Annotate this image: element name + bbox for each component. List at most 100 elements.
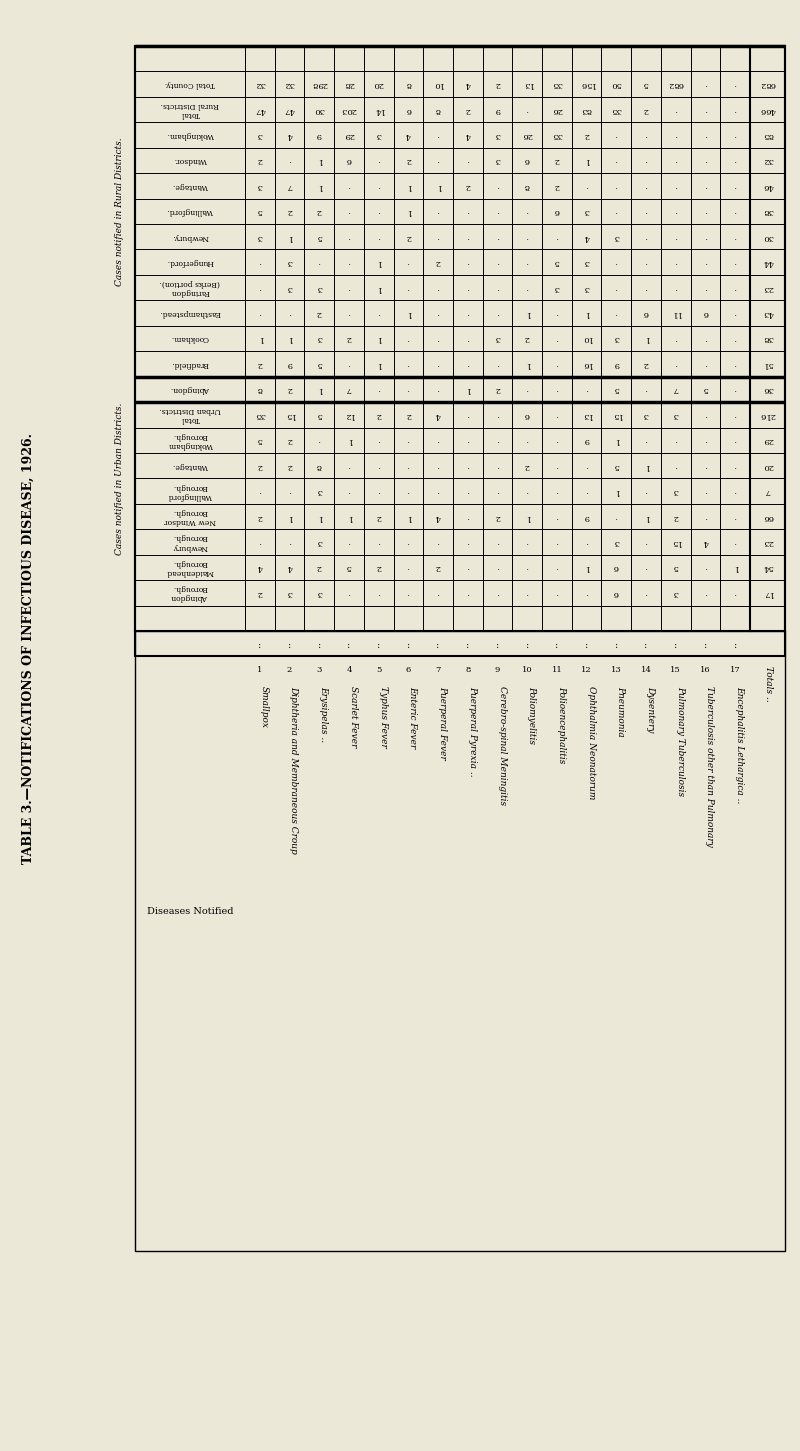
Text: 13: 13 — [611, 666, 622, 675]
Text: ·: · — [526, 258, 529, 266]
Text: 156: 156 — [578, 80, 594, 89]
Text: 1: 1 — [287, 512, 292, 521]
Text: Easthampstead.: Easthampstead. — [159, 309, 221, 318]
Text: 3: 3 — [614, 232, 619, 241]
Text: :: : — [585, 641, 588, 650]
Text: 5: 5 — [673, 563, 678, 572]
Text: Bradfield.: Bradfield. — [171, 360, 209, 369]
Text: 6: 6 — [346, 157, 351, 164]
Text: ·: · — [645, 181, 647, 190]
Text: 3: 3 — [257, 181, 262, 190]
Text: ·: · — [645, 232, 647, 241]
Text: Cookham.: Cookham. — [171, 335, 209, 342]
Text: ·: · — [348, 258, 350, 266]
Text: ·: · — [466, 335, 469, 342]
Text: 2: 2 — [465, 106, 470, 113]
Text: 66: 66 — [762, 512, 774, 521]
Text: 26: 26 — [552, 106, 562, 113]
Text: 32: 32 — [284, 80, 295, 89]
Text: 3: 3 — [673, 488, 678, 495]
Text: 1: 1 — [376, 335, 382, 342]
Text: 26: 26 — [522, 131, 533, 139]
Text: Total County.: Total County. — [165, 80, 215, 89]
Text: ·: · — [586, 589, 588, 596]
Text: ·: · — [734, 232, 737, 241]
Text: 1: 1 — [376, 283, 382, 292]
Text: Dysentery: Dysentery — [646, 686, 655, 733]
Text: 29: 29 — [762, 437, 774, 444]
Text: 5: 5 — [554, 258, 559, 266]
Text: ·: · — [378, 181, 380, 190]
Text: ·: · — [466, 283, 469, 292]
Text: ·: · — [466, 437, 469, 444]
Text: :: : — [704, 641, 707, 650]
Text: ·: · — [496, 589, 499, 596]
Text: ·: · — [586, 461, 588, 470]
Text: 14: 14 — [374, 106, 384, 113]
Text: 2: 2 — [525, 461, 530, 470]
Text: ·: · — [674, 157, 677, 164]
Text: 2: 2 — [495, 512, 500, 521]
Text: 6: 6 — [614, 563, 619, 572]
Text: 1: 1 — [406, 207, 411, 215]
Text: ·: · — [526, 563, 529, 572]
Text: 3: 3 — [643, 411, 649, 419]
Text: 12: 12 — [582, 666, 592, 675]
Bar — [135, 46, 785, 656]
Text: 6: 6 — [525, 411, 530, 419]
Text: 2: 2 — [258, 360, 262, 369]
Text: ·: · — [526, 589, 529, 596]
Text: 2: 2 — [346, 335, 351, 342]
Text: ·: · — [704, 181, 706, 190]
Text: 9: 9 — [495, 666, 500, 675]
Text: 3: 3 — [317, 589, 322, 596]
Text: ·: · — [704, 563, 706, 572]
Text: :: : — [258, 641, 262, 650]
Text: 35: 35 — [611, 106, 622, 113]
Text: :: : — [318, 641, 321, 650]
Text: ·: · — [288, 309, 291, 318]
Text: ·: · — [378, 437, 380, 444]
Text: Newbury
Borough.: Newbury Borough. — [172, 534, 208, 550]
Text: 8: 8 — [465, 666, 470, 675]
Text: :: : — [734, 641, 737, 650]
Text: ·: · — [437, 335, 439, 342]
Text: Cases notified in Rural Districts.: Cases notified in Rural Districts. — [115, 136, 125, 286]
Text: 4: 4 — [584, 232, 590, 241]
Text: ·: · — [318, 258, 321, 266]
Text: ·: · — [496, 360, 499, 369]
Text: ·: · — [258, 538, 261, 546]
Text: 12: 12 — [344, 411, 354, 419]
Text: ·: · — [288, 538, 291, 546]
Text: ·: · — [704, 437, 706, 444]
Text: ·: · — [437, 157, 439, 164]
Text: 6: 6 — [525, 157, 530, 164]
Text: ·: · — [466, 512, 469, 521]
Text: 5: 5 — [614, 461, 619, 470]
Text: Encephalitis Lethargica ..: Encephalitis Lethargica .. — [735, 686, 744, 804]
Text: 1: 1 — [584, 309, 590, 318]
Text: ·: · — [378, 461, 380, 470]
Text: 2: 2 — [525, 335, 530, 342]
Text: ·: · — [437, 386, 439, 393]
Text: ·: · — [586, 538, 588, 546]
Text: 3: 3 — [673, 411, 678, 419]
Text: ·: · — [586, 386, 588, 393]
Text: 35: 35 — [551, 131, 562, 139]
Text: :: : — [377, 641, 380, 650]
Text: Poliomyelitis: Poliomyelitis — [527, 686, 536, 744]
Text: ·: · — [645, 386, 647, 393]
Text: ·: · — [258, 258, 261, 266]
Text: 13: 13 — [582, 411, 592, 419]
Text: 3: 3 — [257, 131, 262, 139]
Text: 1: 1 — [257, 335, 262, 342]
Text: :: : — [645, 641, 648, 650]
Text: 1: 1 — [643, 335, 649, 342]
Text: ·: · — [526, 283, 529, 292]
Text: ·: · — [734, 80, 737, 89]
Text: ·: · — [645, 157, 647, 164]
Text: ·: · — [555, 538, 558, 546]
Text: ·: · — [586, 488, 588, 495]
Text: Totals ..: Totals .. — [763, 666, 773, 702]
Text: 2: 2 — [376, 512, 382, 521]
